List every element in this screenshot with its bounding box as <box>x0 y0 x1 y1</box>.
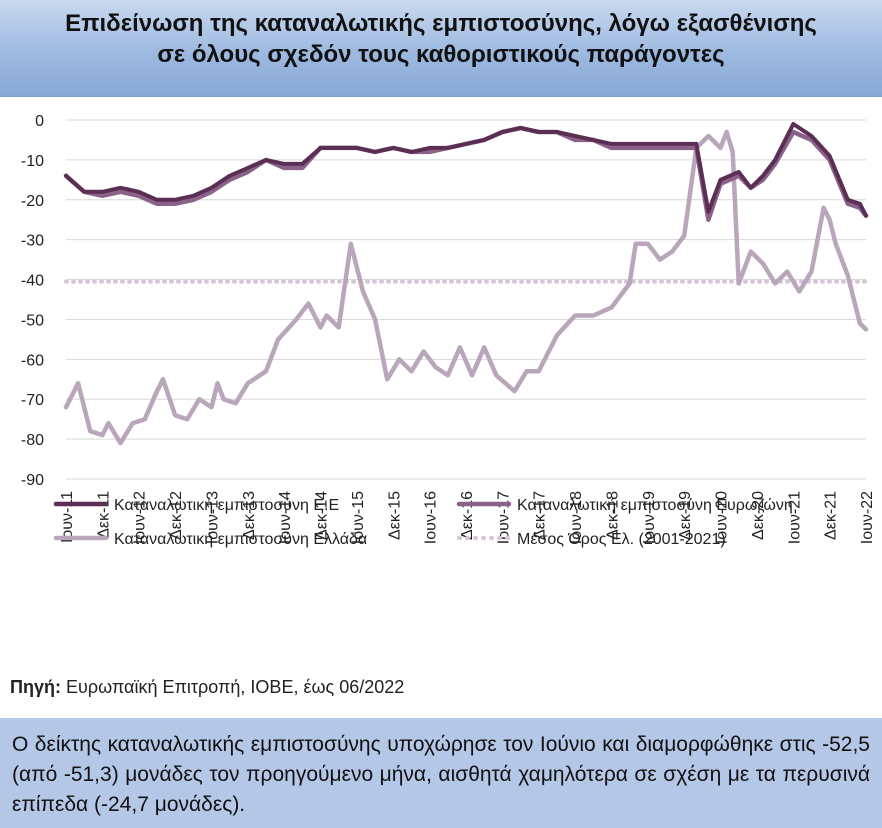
chart-title: Επιδείνωση της καταναλωτικής εμπιστοσύνη… <box>0 8 882 70</box>
x-tick-label: Δεκ-12 <box>168 491 185 540</box>
note-text: Ο δείκτης καταναλωτικής εμπιστοσύνης υπο… <box>12 733 870 816</box>
x-tick-label: Ιουν-17 <box>495 491 512 544</box>
x-tick-label: Ιουν-21 <box>786 491 803 544</box>
legend: Καταναλωτική εμπιστοσύνη Ε.Ε Καταναλωτική… <box>53 497 793 548</box>
legend-label: Καταναλωτική εμπιστοσύνη Ευρωζώνη <box>517 497 793 514</box>
x-tick-label: Δεκ-17 <box>532 491 549 540</box>
x-tick-label: Ιουν-14 <box>277 491 294 544</box>
x-tick-label: Δεκ-16 <box>459 491 476 540</box>
title-band <box>0 0 882 97</box>
legend-label: Καταναλωτική εμπιστοσύνη Ελλάδα <box>114 531 367 548</box>
series-line-0 <box>64 122 868 218</box>
x-tick-label: Δεκ-11 <box>95 491 112 539</box>
line-chart: 0 -10 -20 -30 -40 -50 -60 -70 -80 -90 Ιουν-11 Δεκ-… <box>21 113 876 548</box>
y-tick-label: -70 <box>21 392 44 409</box>
x-tick-label: Δεκ-13 <box>241 491 258 540</box>
x-tick-label: Δεκ-15 <box>386 491 403 540</box>
source-text: Ευρωπαϊκή Επιτροπή, ΙΟΒΕ, έως 06/2022 <box>61 677 405 697</box>
legend-label: Καταναλωτική εμπιστοσύνη Ε.Ε <box>114 497 339 514</box>
y-tick-label: -10 <box>21 153 44 170</box>
y-tick-label: -20 <box>21 193 44 210</box>
x-tick-label: Δεκ-18 <box>604 491 621 540</box>
source-line: Πηγή: Ευρωπαϊκή Επιτροπή, ΙΟΒΕ, έως 06/2… <box>10 677 404 698</box>
y-tick-label: -90 <box>21 472 44 489</box>
legend-label: Μέσος Όρος Ελ. (2001-2021) <box>517 531 726 548</box>
y-tick-label: -30 <box>21 233 44 250</box>
gridlines <box>66 119 866 480</box>
x-tick-label: Δεκ-21 <box>823 491 840 540</box>
y-tick-label: -40 <box>21 273 44 290</box>
x-tick-label: Δεκ-14 <box>314 491 331 540</box>
series-line-2 <box>63 129 869 446</box>
x-tick-label: Ιουν-18 <box>568 491 585 544</box>
x-tick-label: Δεκ-19 <box>677 491 694 540</box>
series-lines <box>63 122 869 446</box>
x-tick-label: Δεκ-20 <box>750 491 767 540</box>
chart-title-line2: σε όλους σχεδόν τους καθοριστικούς παράγ… <box>157 41 725 68</box>
y-tick-label: -50 <box>21 312 44 329</box>
x-tick-label: Ιουν-20 <box>714 491 731 544</box>
series-line-1 <box>63 125 869 222</box>
x-tick-label: Ιουν-15 <box>350 491 367 544</box>
y-tick-label: -80 <box>21 432 44 449</box>
y-tick-label: 0 <box>35 113 44 130</box>
y-tick-label: -60 <box>21 352 44 369</box>
y-axis-ticks: 0 -10 -20 -30 -40 -50 -60 -70 -80 -90 <box>21 113 44 489</box>
x-tick-label: Ιουν-22 <box>859 491 876 544</box>
x-tick-label: Ιουν-16 <box>423 491 440 544</box>
x-tick-label: Ιουν-19 <box>641 491 658 544</box>
note-band <box>0 718 882 828</box>
x-tick-label: Ιουν-13 <box>204 491 221 544</box>
x-tick-label: Ιουν-12 <box>132 491 149 544</box>
x-tick-label: Ιουν-11 <box>59 491 76 543</box>
source-label: Πηγή: <box>10 677 61 697</box>
chart-title-line1: Επιδείνωση της καταναλωτικής εμπιστοσύνη… <box>65 10 817 37</box>
